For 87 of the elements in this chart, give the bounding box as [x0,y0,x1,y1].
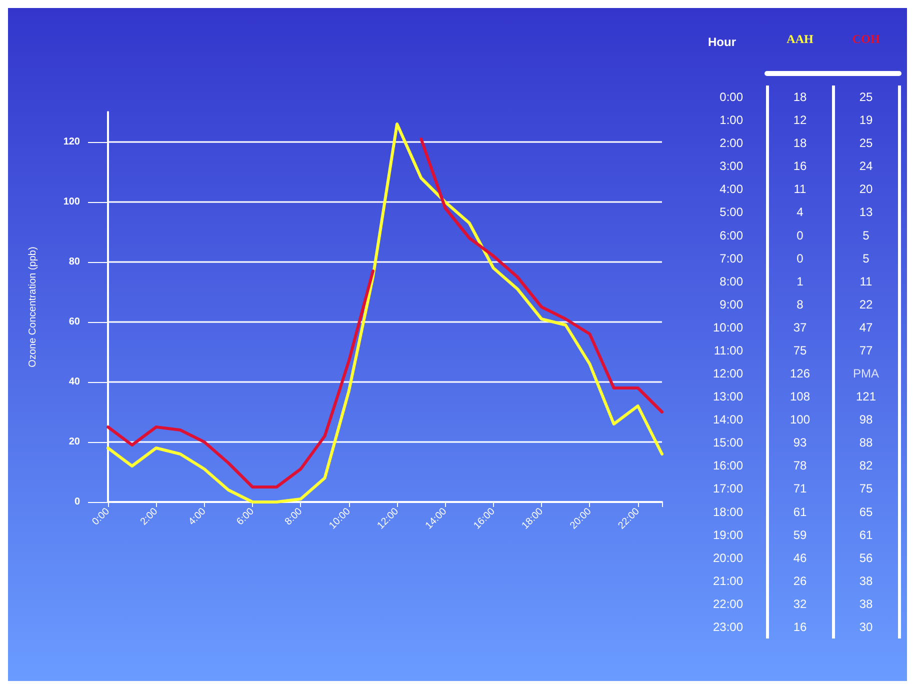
data-label: 78 [793,458,807,473]
data-label: 38 [859,574,873,588]
annotation: PMA [852,366,880,381]
data-label: 16 [793,620,807,634]
y-tick-label: 7:00 [720,251,744,266]
data-label: 1 [796,274,804,288]
data-label: 25 [859,90,873,104]
y-tick-label: 19:00 [712,528,744,542]
y-tick-label: 20:00 [712,550,744,565]
y-tick-label: 8:00 [720,274,744,288]
y-tick-label: 120 [63,136,80,148]
data-label: 0 [796,251,804,266]
y-tick-label: 5:00 [720,205,744,220]
y-tick-label: 40 [68,376,80,388]
data-label: 93 [793,436,807,450]
y-tick-label: 9:00 [720,297,744,312]
data-label: 38 [859,596,873,611]
y-tick-label: 11:00 [714,343,744,358]
data-label: 47 [859,320,873,334]
y-tick-label: 0:00 [720,90,744,104]
x-tick-label: COH [852,32,880,46]
x-tick-label: 8:00 [283,506,305,528]
data-label: 20 [859,182,873,196]
y-tick-label: 22:00 [712,596,744,611]
y-axis-title: Hour [708,35,736,49]
y-tick-label: 13:00 [712,390,744,404]
data-label: 88 [859,436,873,450]
y-tick-label: 1:00 [720,113,744,128]
data-label: 30 [859,620,873,634]
x-tick-label: 6:00 [234,506,257,528]
data-label: 11 [794,182,807,196]
x-tick-label: 2:00 [138,506,160,528]
data-label: 37 [793,320,807,334]
y-tick-label: 0 [74,496,80,508]
data-label: 4 [796,205,804,220]
data-label: 0 [796,228,804,242]
data-label: 108 [790,390,810,404]
data-label: 98 [859,412,873,427]
y-tick-label: 12:00 [712,366,744,381]
y-tick-label: 6:00 [720,228,744,242]
data-label: 16 [793,159,807,174]
data-label: 32 [793,596,807,611]
y-tick-label: 4:00 [720,182,744,196]
x-tick-label: 4:00 [186,506,209,528]
data-label: 56 [859,550,873,565]
data-label: 26 [793,574,807,588]
data-label: 71 [793,482,807,496]
data-label: 12 [793,113,807,128]
data-label: 19 [859,113,873,128]
data-label: 22 [859,297,873,312]
data-label: 77 [859,343,873,358]
data-label: 61 [859,528,873,542]
y-tick-label: 16:00 [712,458,744,473]
data-label: 5 [862,228,870,242]
y-tick-label: 100 [63,196,80,208]
y-tick-label: 14:00 [712,412,744,427]
y-tick-label: 20 [68,436,80,448]
data-label: 126 [790,366,810,381]
data-label: 75 [793,343,807,358]
x-tick-label: AAH [786,32,814,46]
data-label: 82 [859,458,873,473]
data-label: 100 [790,412,810,427]
data-label: 18 [793,90,807,104]
y-tick-label: 2:00 [720,136,744,150]
y-tick-label: 3:00 [720,159,744,174]
data-label: 61 [793,504,807,519]
y-tick-label: 10:00 [712,320,744,334]
data-label: 24 [859,159,873,174]
y-tick-label: 60 [68,316,80,328]
y-tick-label: 15:00 [712,436,744,450]
data-label: 11 [860,274,873,288]
data-label: 25 [859,136,873,150]
data-label: 121 [856,390,876,404]
y-tick-label: 17:00 [712,482,744,496]
x-tick-label: 0:00 [90,506,112,528]
data-label: 75 [859,482,873,496]
y-tick-label: 21:00 [712,574,744,588]
data-label: 65 [859,504,873,519]
y-tick-label: 23:00 [712,620,744,634]
y-axis-title: Ozone Concentration (ppb) [28,246,38,368]
data-label: 13 [859,205,873,220]
data-label: 8 [796,297,804,312]
data-label: 18 [793,136,807,150]
data-label: 46 [793,550,807,565]
data-label: 59 [793,528,807,542]
y-tick-label: 80 [68,256,80,268]
data-label: 5 [862,251,870,266]
